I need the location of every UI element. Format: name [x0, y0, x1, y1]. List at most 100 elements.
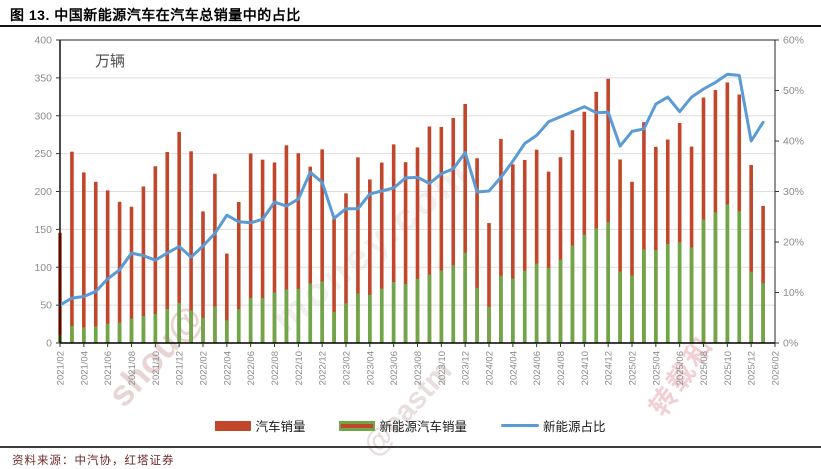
auto-sales-bar — [225, 253, 229, 343]
auto-sales-bar — [308, 166, 313, 343]
auto-sales-bar — [618, 159, 622, 343]
nev-sales-bar — [546, 267, 551, 343]
x-tick-label: 2025/02 — [628, 351, 639, 385]
x-tick-label: 2025/08 — [699, 351, 710, 385]
nev-sales-bar — [284, 289, 289, 343]
x-tick-label: 2025/12 — [747, 351, 758, 385]
x-tick-label: 2023/10 — [437, 351, 448, 385]
x-tick-label: 2023/12 — [461, 351, 472, 385]
legend-item-nev-sales: 新能源汽车销量 — [339, 416, 467, 435]
x-tick-label: 2022/02 — [199, 351, 210, 385]
auto-sales-bar — [356, 157, 360, 343]
nev-sales-bar — [225, 320, 229, 343]
figure-title-bar: 图 13. 中国新能源汽车在汽车总销量中的占比 — [0, 0, 821, 27]
legend-item-auto-sales: 汽车销量 — [215, 416, 305, 435]
nev-sales-bar — [534, 263, 539, 343]
auto-sales-bar — [689, 146, 694, 343]
auto-sales-bar — [272, 162, 277, 343]
auto-sales-bar — [344, 193, 348, 343]
nev-sales-bar — [272, 292, 277, 343]
auto-sales-bar — [368, 179, 372, 343]
nev-sales-bar — [153, 313, 158, 343]
nev-sales-bar — [606, 222, 610, 343]
nev-sales-bar — [177, 302, 181, 343]
svg-text:0: 0 — [46, 338, 52, 350]
nev-ratio-line — [58, 72, 765, 307]
legend-swatch-nev-sales — [339, 420, 376, 431]
nev-sales-bar — [344, 303, 348, 343]
nev-sales-bar — [522, 270, 527, 343]
auto-sales-bar — [296, 153, 301, 343]
x-tick-label: 2024/06 — [532, 351, 543, 385]
nev-sales-bar — [415, 278, 420, 343]
auto-sales-bar — [141, 186, 146, 343]
nev-sales-bar — [701, 219, 706, 343]
svg-text:150: 150 — [34, 224, 52, 236]
nev-sales-bar — [689, 247, 694, 343]
auto-sales-bar — [236, 201, 241, 343]
x-tick-label: 2021/02 — [56, 351, 67, 385]
nev-sales-bar — [368, 294, 372, 343]
svg-text:60%: 60% — [783, 35, 804, 47]
auto-sales-bar — [260, 159, 265, 343]
auto-sales-bar — [511, 164, 515, 343]
auto-sales-bar — [534, 149, 539, 343]
nev-sales-bar — [332, 312, 336, 343]
nev-sales-bar — [141, 315, 146, 343]
nev-sales-bar — [654, 250, 658, 343]
nev-sales-bar — [129, 318, 134, 343]
x-tick-label: 2024/10 — [580, 351, 591, 385]
x-tick-label: 2024/02 — [485, 351, 496, 385]
svg-text:100: 100 — [34, 262, 52, 274]
nev-sales-bar — [70, 325, 74, 343]
auto-sales-bar — [153, 166, 158, 343]
auto-sales-bar — [642, 122, 646, 343]
auto-sales-bar — [165, 151, 170, 343]
auto-sales-bar — [379, 162, 384, 343]
auto-sales-bar — [284, 145, 289, 343]
auto-sales-bar — [677, 123, 682, 343]
x-tick-label: 2024/04 — [508, 351, 519, 385]
x-tick-label: 2021/04 — [79, 351, 90, 385]
auto-sales-bar — [558, 157, 563, 343]
auto-sales-bar — [463, 103, 467, 343]
nev-sales-bar — [618, 271, 622, 343]
x-tick-label: 2023/08 — [413, 351, 424, 385]
nev-sales-bar — [463, 252, 467, 343]
nev-sales-bar — [761, 283, 765, 343]
x-tick-label: 2026/02 — [771, 351, 782, 385]
auto-sales-bar — [594, 91, 599, 343]
nev-sales-bar — [737, 211, 742, 343]
nev-sales-bar — [642, 249, 646, 343]
auto-sales-bar — [415, 147, 420, 343]
svg-text:350: 350 — [34, 72, 52, 84]
nev-sales-bar — [117, 322, 122, 343]
auto-sales-bar — [451, 118, 456, 344]
svg-text:20%: 20% — [783, 237, 804, 249]
x-tick-label: 2025/10 — [723, 351, 734, 385]
auto-sales-bar — [129, 206, 134, 343]
auto-sales-bar — [117, 201, 122, 343]
auto-sales-bar — [105, 190, 110, 343]
auto-sales-bar — [546, 171, 551, 343]
svg-text:400: 400 — [34, 35, 52, 47]
x-tick-label: 2023/04 — [365, 351, 376, 385]
nev-sales-bar — [665, 243, 670, 343]
legend-label: 新能源占比 — [543, 420, 606, 434]
nev-sales-bar — [105, 323, 110, 343]
x-tick-label: 2022/12 — [318, 351, 329, 385]
auto-sales-bar — [248, 153, 253, 343]
nev-sales-bar — [296, 288, 301, 343]
x-tick-label: 2021/08 — [127, 351, 138, 385]
nev-sales-bar — [499, 276, 503, 343]
x-tick-label: 2023/06 — [389, 351, 400, 385]
x-tick-label: 2025/04 — [651, 351, 662, 385]
nev-sales-bar — [677, 242, 682, 343]
nev-sales-bar — [713, 212, 718, 343]
auto-sales-bar — [582, 111, 587, 343]
nev-sales-bar — [260, 298, 265, 343]
nev-sales-bar — [213, 306, 217, 343]
nev-sales-bar — [594, 228, 599, 343]
nev-sales-bar — [82, 327, 86, 343]
